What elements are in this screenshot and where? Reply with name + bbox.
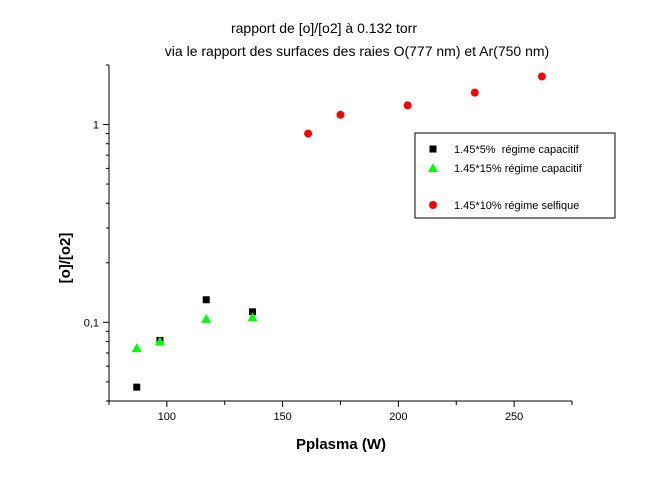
legend-marker-square <box>429 145 437 153</box>
data-point-circle <box>336 110 345 119</box>
data-point-triangle <box>154 336 165 346</box>
chart-title: rapport de [o]/[o2] à 0.132 torr <box>231 20 417 36</box>
data-point-circle <box>470 88 479 97</box>
legend-entry-label: 1.45*10% régime selfique <box>454 200 579 212</box>
data-point-square <box>202 296 210 304</box>
data-points <box>131 72 546 391</box>
series-2 <box>131 312 258 353</box>
data-point-triangle <box>201 313 212 323</box>
data-point-triangle <box>131 343 142 353</box>
x-axis: 100 150 200 250 <box>108 401 573 423</box>
data-point-square <box>133 383 141 391</box>
x-tick-label: 150 <box>273 411 291 423</box>
legend-entry-label: 1.45*5% régime capacitif <box>454 144 580 156</box>
legend-marker-triangle <box>428 163 438 172</box>
x-tick-label: 250 <box>505 411 523 423</box>
legend-marker-circle <box>429 201 437 209</box>
data-point-circle <box>304 129 313 138</box>
legend: 1.45*5% régime capacitif 1.45*15% régime … <box>414 132 616 219</box>
legend-entry-label: 1.45*15% régime capacitif <box>454 163 583 175</box>
series-1 <box>133 296 257 391</box>
data-point-triangle <box>247 312 258 322</box>
data-point-circle <box>537 72 546 81</box>
legend-box <box>414 132 616 219</box>
chart-subtitle: via le rapport des surfaces des raies O(… <box>165 43 549 59</box>
data-point-circle <box>403 101 412 110</box>
data-point-square <box>249 308 257 316</box>
y-axis: 0,11 <box>84 64 109 402</box>
x-axis-label: Pplasma (W) <box>296 436 386 453</box>
series-3 <box>304 72 546 138</box>
y-tick-label: 1 <box>93 120 99 132</box>
x-tick-label: 100 <box>158 411 176 423</box>
y-axis-label: [o]/[o2] <box>57 233 74 284</box>
x-tick-label: 200 <box>389 411 407 423</box>
y-tick-label: 0,1 <box>84 317 99 329</box>
